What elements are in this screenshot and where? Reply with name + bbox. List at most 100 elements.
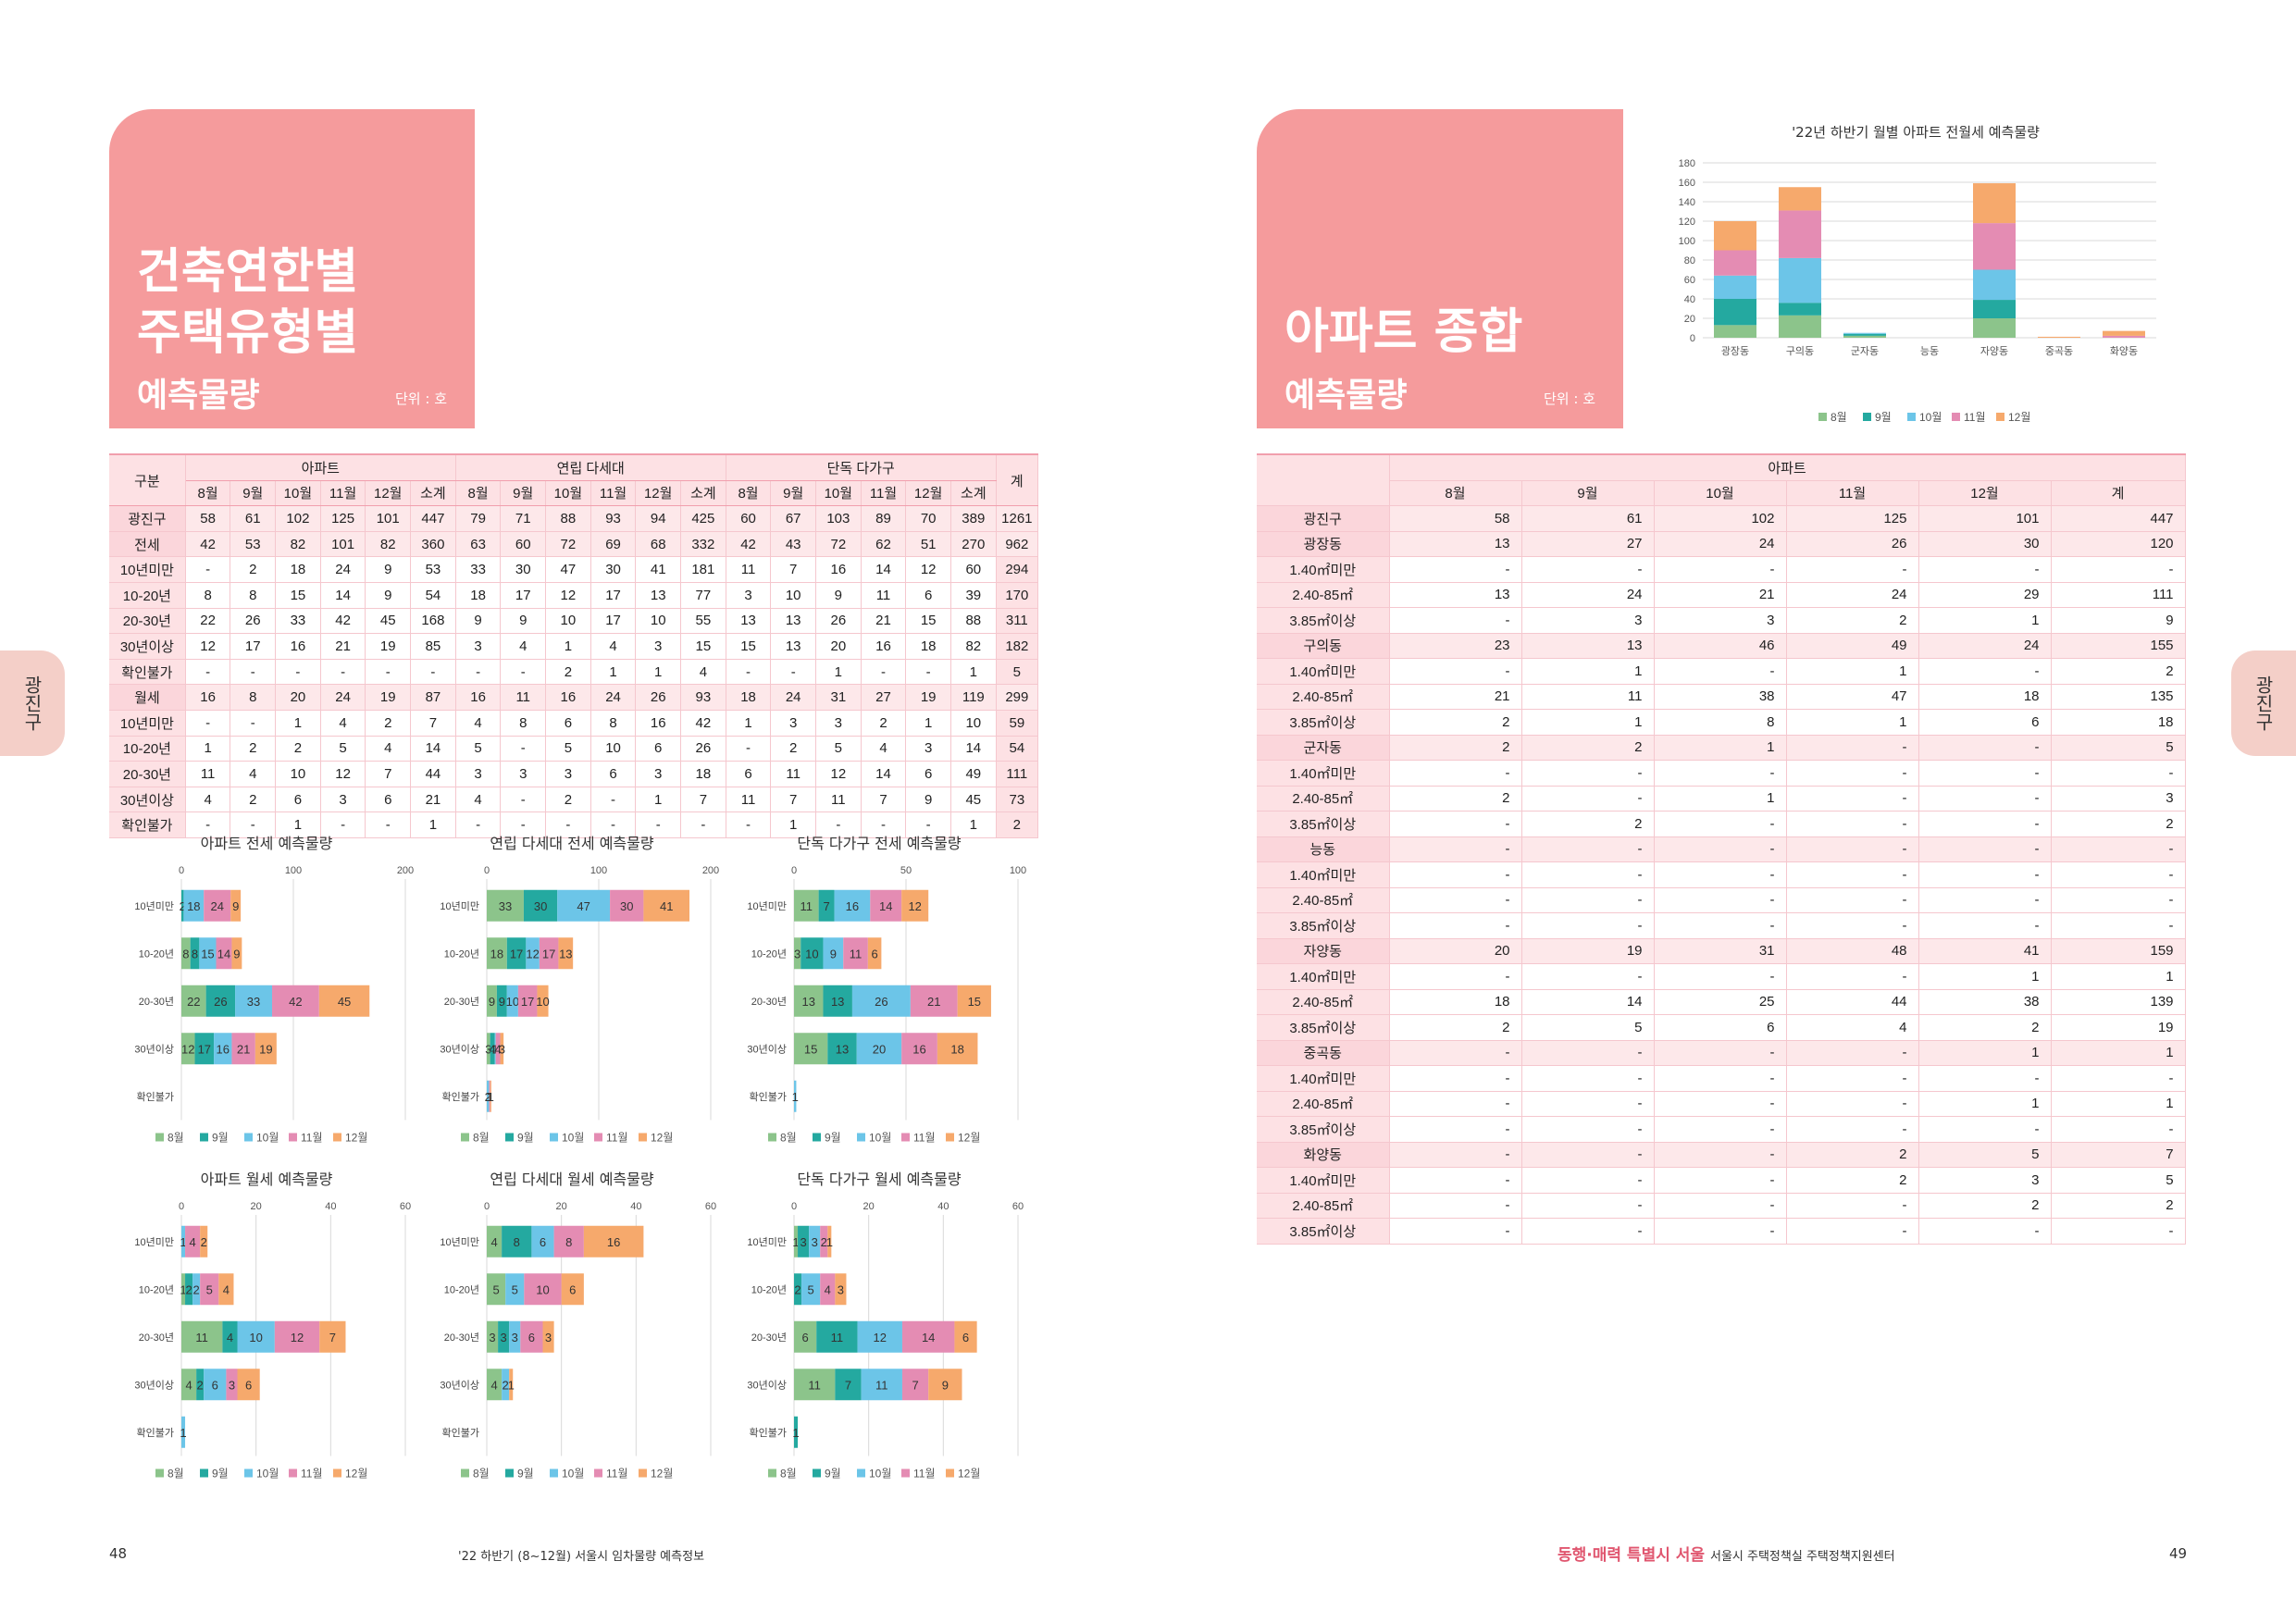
bar-segment bbox=[1973, 300, 2016, 318]
table-cell: 24 bbox=[320, 684, 366, 711]
legend-label: 8월 bbox=[780, 1132, 797, 1145]
data-label: 3 bbox=[812, 1235, 818, 1249]
bar-segment bbox=[851, 985, 911, 1017]
table-cell: - bbox=[1786, 1040, 1919, 1066]
table-cell: - bbox=[1389, 811, 1522, 837]
table-cell: 45 bbox=[950, 787, 997, 813]
table-cell: 1261 bbox=[996, 505, 1039, 532]
row-label: 3.85㎡이상 bbox=[1257, 912, 1390, 939]
chart-dandok-jeonse: 단독 다가구 전세 예측물량 0 50 100 10년미만 11 7 16 14 12 10-20… bbox=[731, 831, 1027, 1146]
table-cell: - bbox=[680, 812, 726, 838]
x-tick-label: 0 bbox=[484, 865, 490, 876]
table-cell: - bbox=[1786, 556, 1919, 583]
footer-right: 서울시 주택정책실 주택정책지원센터 bbox=[1710, 1550, 1895, 1564]
table-cell: - bbox=[185, 659, 231, 686]
chart-legend: 8월 9월 10월 11월 12월 bbox=[768, 1132, 980, 1145]
table-cell: - bbox=[2051, 1116, 2186, 1143]
table-cell: 11 bbox=[500, 684, 547, 711]
left-title-box: 건축연한별 주택유형별 예측물량 단위 : 호 bbox=[109, 109, 475, 428]
table-cell: 7 bbox=[2051, 1142, 2186, 1168]
table-cell: 6 bbox=[905, 761, 951, 787]
bar-segment bbox=[254, 1033, 277, 1065]
data-label: 10 bbox=[536, 995, 549, 1009]
category-label: 확인불가 bbox=[442, 1091, 479, 1103]
table-cell: - bbox=[726, 812, 772, 838]
data-label: 15 bbox=[804, 1042, 817, 1056]
table-cell: 1 bbox=[950, 812, 997, 838]
chart-title: 연립 다세대 월세 예측물량 bbox=[490, 1171, 654, 1188]
data-label: 9 bbox=[232, 899, 239, 913]
table-cell: 61 bbox=[1521, 505, 1655, 532]
table-cell: 7 bbox=[770, 787, 817, 813]
table-cell: 2 bbox=[861, 710, 907, 737]
bar-segment bbox=[823, 985, 852, 1017]
row-label: 군자동 bbox=[1257, 735, 1390, 761]
table-row: 2.40-85㎡ - - - -1 1 bbox=[1257, 1091, 2186, 1117]
x-tick-label: 100 bbox=[590, 865, 607, 876]
data-label: 8 bbox=[514, 1235, 520, 1249]
table-corner-header: 구분 bbox=[109, 453, 186, 507]
table-cell: 135 bbox=[2051, 684, 2186, 710]
table-cell: 18 bbox=[2051, 709, 2186, 736]
legend-label: 9월 bbox=[212, 1468, 229, 1481]
table-cell: - bbox=[1918, 735, 2052, 761]
table-cell: 26 bbox=[1786, 531, 1919, 557]
legend-label: 11월 bbox=[606, 1468, 628, 1481]
bar-segment bbox=[509, 1369, 514, 1401]
row-label: 전세 bbox=[109, 531, 186, 558]
legend-swatch bbox=[857, 1468, 865, 1478]
table-cell: 41 bbox=[635, 556, 682, 583]
table-cell: 1 bbox=[1786, 658, 1919, 685]
bar-segment bbox=[643, 889, 690, 922]
x-tick-label: 40 bbox=[325, 1201, 336, 1212]
table-row: 1.40㎡미만 - - - -1 1 bbox=[1257, 963, 2186, 990]
table-row: 3.85㎡이상 2 1 8 1 6 18 bbox=[1257, 709, 2186, 736]
table-cell: 19 bbox=[2051, 1014, 2186, 1041]
table-cell: 159 bbox=[2051, 938, 2186, 964]
table-cell: 332 bbox=[680, 531, 726, 558]
table-cell: 17 bbox=[590, 608, 637, 635]
legend-swatch bbox=[768, 1468, 776, 1478]
table-month-header: 8월 bbox=[726, 480, 772, 507]
row-label: 10-20년 bbox=[109, 582, 186, 609]
bar-segment bbox=[216, 937, 232, 970]
bar-segment bbox=[498, 1320, 510, 1353]
table-cell: 3 bbox=[1918, 1167, 2052, 1194]
row-label: 30년이상 bbox=[109, 633, 186, 660]
table-cell: - bbox=[1918, 811, 2052, 837]
legend-swatch bbox=[505, 1468, 514, 1478]
category-label: 20-30년 bbox=[751, 1332, 787, 1344]
data-label: 3 bbox=[489, 1331, 495, 1344]
table-cell: 88 bbox=[545, 505, 591, 532]
bar-segment bbox=[867, 937, 882, 970]
table-cell: 13 bbox=[635, 582, 682, 609]
table-cell: 54 bbox=[410, 582, 456, 609]
table-cell: 4 bbox=[590, 633, 637, 660]
table-cell: - bbox=[1786, 887, 1919, 913]
row-label: 3.85㎡이상 bbox=[1257, 1218, 1390, 1245]
table-cell: 2 bbox=[2051, 1193, 2186, 1219]
table-cell: 1 bbox=[410, 812, 456, 838]
table-month-header: 12월 bbox=[365, 480, 412, 507]
chart-legend: 8월 9월 10월 11월 12월 bbox=[461, 1132, 673, 1145]
table-cell: 6 bbox=[275, 787, 321, 813]
bar-segment bbox=[820, 1273, 836, 1306]
table-cell: 101 bbox=[320, 531, 366, 558]
table-cell: 102 bbox=[275, 505, 321, 532]
legend-label: 8월 bbox=[473, 1132, 490, 1145]
table-cell: - bbox=[1521, 1142, 1655, 1168]
bar-segment bbox=[495, 1033, 501, 1065]
table-cell: 30 bbox=[590, 556, 637, 583]
category-label: 30년이상 bbox=[134, 1379, 174, 1391]
category-label: 10년미만 bbox=[747, 900, 787, 912]
x-tick-label: 자양동 bbox=[1980, 345, 2008, 357]
table-cell: 24 bbox=[770, 684, 817, 711]
chart-legend: 8월 9월 10월 11월 12월 bbox=[768, 1468, 980, 1481]
table-cell: - bbox=[1521, 1040, 1655, 1066]
bar-segment bbox=[237, 1320, 275, 1353]
table-cell: - bbox=[455, 659, 502, 686]
side-tab-right: 광진구 bbox=[2231, 650, 2296, 756]
row-label: 3.85㎡이상 bbox=[1257, 709, 1390, 736]
bar-segment bbox=[190, 937, 200, 970]
